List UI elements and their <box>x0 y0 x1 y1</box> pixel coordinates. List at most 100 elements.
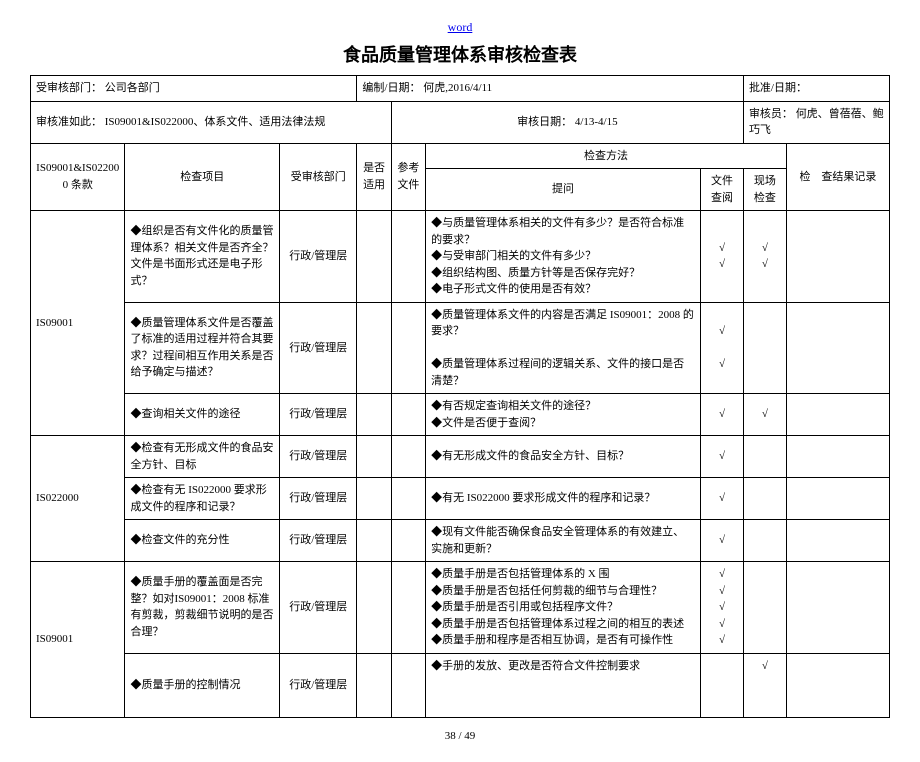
criteria-value: IS09001&IS022000、体系文件、适用法律法规 <box>105 116 326 128</box>
auditor-cell: 审核员： 何虎、曾蓓蓓、鲍巧飞 <box>743 101 889 143</box>
audit-date-value: 4/13-4/15 <box>575 116 618 128</box>
ref-cell <box>391 478 425 520</box>
audit-table: 受审核部门： 公司各部门 编制/日期： 何虎,2016/4/11 批准/日期： … <box>30 75 890 718</box>
col-method: 检查方法 <box>426 143 787 169</box>
table-row: IS09001 ◆质量手册的覆盖面是否完整？如对IS09001：2008 标准有… <box>31 562 890 654</box>
dept-cell: 行政/管理层 <box>280 211 357 303</box>
header-row-1: IS09001&IS022000 条款 检查项目 受审核部门 是否适用 参考文件… <box>31 143 890 169</box>
header-link: word <box>30 20 890 35</box>
file-check-cell: √ √ √ √ √ <box>701 562 744 654</box>
item-cell: ◆质量手册的覆盖面是否完整？如对IS09001：2008 标准有剪裁，剪裁细节说… <box>125 562 280 654</box>
table-row: ◆质量手册的控制情况 行政/管理层 ◆手册的发放、更改是否符合文件控制要求 √ <box>31 653 890 717</box>
compiled-value: 何虎,2016/4/11 <box>423 82 492 94</box>
dept-cell: 行政/管理层 <box>280 653 357 717</box>
auditor-label: 审核员： <box>749 108 793 120</box>
dept-value: 公司各部门 <box>105 82 160 94</box>
dept-cell: 行政/管理层 <box>280 394 357 436</box>
applicable-cell <box>357 562 391 654</box>
col-item: 检查项目 <box>125 143 280 211</box>
dept-cell: 行政/管理层 <box>280 562 357 654</box>
col-clause: IS09001&IS022000 条款 <box>31 143 125 211</box>
ref-cell <box>391 520 425 562</box>
table-row: ◆检查有无 IS022000 要求形成文件的程序和记录？ 行政/管理层 ◆有无 … <box>31 478 890 520</box>
ref-cell <box>391 562 425 654</box>
ref-cell <box>391 211 425 303</box>
applicable-cell <box>357 478 391 520</box>
col-result: 检 查结果记录 <box>786 143 889 211</box>
clause-cell: IS09001 <box>31 562 125 718</box>
col-applicable: 是否适用 <box>357 143 391 211</box>
col-site-check: 现场检查 <box>743 169 786 211</box>
ref-cell <box>391 436 425 478</box>
dept-label: 受审核部门： <box>36 82 102 94</box>
item-cell: ◆检查文件的充分性 <box>125 520 280 562</box>
site-check-cell <box>743 302 786 394</box>
compiled-label: 编制/日期： <box>362 82 420 94</box>
question-cell: ◆有否规定查询相关文件的途径？ ◆文件是否便于查阅？ <box>426 394 701 436</box>
table-row: IS09001 ◆组织是否有文件化的质量管理体系？相关文件是否齐全？文件是书面形… <box>31 211 890 303</box>
result-cell <box>786 653 889 717</box>
file-check-cell: √ √ <box>701 302 744 394</box>
item-cell: ◆检查有无形成文件的食品安全方针、目标 <box>125 436 280 478</box>
dept-cell: 行政/管理层 <box>280 302 357 394</box>
file-check-cell: √ √ <box>701 211 744 303</box>
result-cell <box>786 302 889 394</box>
page-footer: 38 / 49 <box>30 730 890 742</box>
site-check-cell <box>743 562 786 654</box>
approved-label: 批准/日期： <box>749 82 807 94</box>
applicable-cell <box>357 436 391 478</box>
meta-row-1: 受审核部门： 公司各部门 编制/日期： 何虎,2016/4/11 批准/日期： <box>31 76 890 102</box>
ref-cell <box>391 394 425 436</box>
site-check-cell: √ <box>743 653 786 717</box>
table-row: ◆查询相关文件的途径 行政/管理层 ◆有否规定查询相关文件的途径？ ◆文件是否便… <box>31 394 890 436</box>
result-cell <box>786 394 889 436</box>
meta-row-2: 审核准如此： IS09001&IS022000、体系文件、适用法律法规 审核日期… <box>31 101 890 143</box>
col-question: 提问 <box>426 169 701 211</box>
table-row: ◆检查文件的充分性 行政/管理层 ◆现有文件能否确保食品安全管理体系的有效建立、… <box>31 520 890 562</box>
result-cell <box>786 211 889 303</box>
approved-cell: 批准/日期： <box>743 76 889 102</box>
ref-cell <box>391 302 425 394</box>
clause-cell: IS09001 <box>31 211 125 436</box>
item-cell: ◆检查有无 IS022000 要求形成文件的程序和记录？ <box>125 478 280 520</box>
result-cell <box>786 436 889 478</box>
file-check-cell: √ <box>701 520 744 562</box>
file-check-cell <box>701 653 744 717</box>
applicable-cell <box>357 302 391 394</box>
question-cell: ◆有无 IS022000 要求形成文件的程序和记录？ <box>426 478 701 520</box>
page-title: 食品质量管理体系审核检查表 <box>30 41 890 67</box>
criteria-cell: 审核准如此： IS09001&IS022000、体系文件、适用法律法规 <box>31 101 392 143</box>
dept-cell: 行政/管理层 <box>280 520 357 562</box>
dept-cell: 行政/管理层 <box>280 478 357 520</box>
table-row: ◆质量管理体系文件是否覆盖了标准的适用过程并符合其要求？过程间相互作用关系是否给… <box>31 302 890 394</box>
question-cell: ◆质量手册是否包括管理体系的 X 围 ◆质量手册是否包括任何剪裁的细节与合理性？… <box>426 562 701 654</box>
applicable-cell <box>357 211 391 303</box>
compiled-cell: 编制/日期： 何虎,2016/4/11 <box>357 76 744 102</box>
site-check-cell <box>743 520 786 562</box>
col-dept: 受审核部门 <box>280 143 357 211</box>
file-check-cell: √ <box>701 478 744 520</box>
site-check-cell <box>743 478 786 520</box>
site-check-cell: √ √ <box>743 211 786 303</box>
result-cell <box>786 562 889 654</box>
result-cell <box>786 520 889 562</box>
item-cell: ◆质量手册的控制情况 <box>125 653 280 717</box>
item-cell: ◆组织是否有文件化的质量管理体系？相关文件是否齐全？文件是书面形式还是电子形式？ <box>125 211 280 303</box>
audit-date-label: 审核日期： <box>517 116 572 128</box>
question-cell: ◆与质量管理体系相关的文件有多少？是否符合标准的要求？ ◆与受审部门相关的文件有… <box>426 211 701 303</box>
applicable-cell <box>357 520 391 562</box>
question-cell: ◆有无形成文件的食品安全方针、目标？ <box>426 436 701 478</box>
table-row: IS022000 ◆检查有无形成文件的食品安全方针、目标 行政/管理层 ◆有无形… <box>31 436 890 478</box>
site-check-cell: √ <box>743 394 786 436</box>
clause-cell: IS022000 <box>31 436 125 562</box>
ref-cell <box>391 653 425 717</box>
applicable-cell <box>357 653 391 717</box>
file-check-cell: √ <box>701 394 744 436</box>
col-file-check: 文件查阅 <box>701 169 744 211</box>
criteria-label: 审核准如此： <box>36 116 102 128</box>
item-cell: ◆查询相关文件的途径 <box>125 394 280 436</box>
item-cell: ◆质量管理体系文件是否覆盖了标准的适用过程并符合其要求？过程间相互作用关系是否给… <box>125 302 280 394</box>
col-ref: 参考文件 <box>391 143 425 211</box>
dept-cell: 受审核部门： 公司各部门 <box>31 76 357 102</box>
applicable-cell <box>357 394 391 436</box>
